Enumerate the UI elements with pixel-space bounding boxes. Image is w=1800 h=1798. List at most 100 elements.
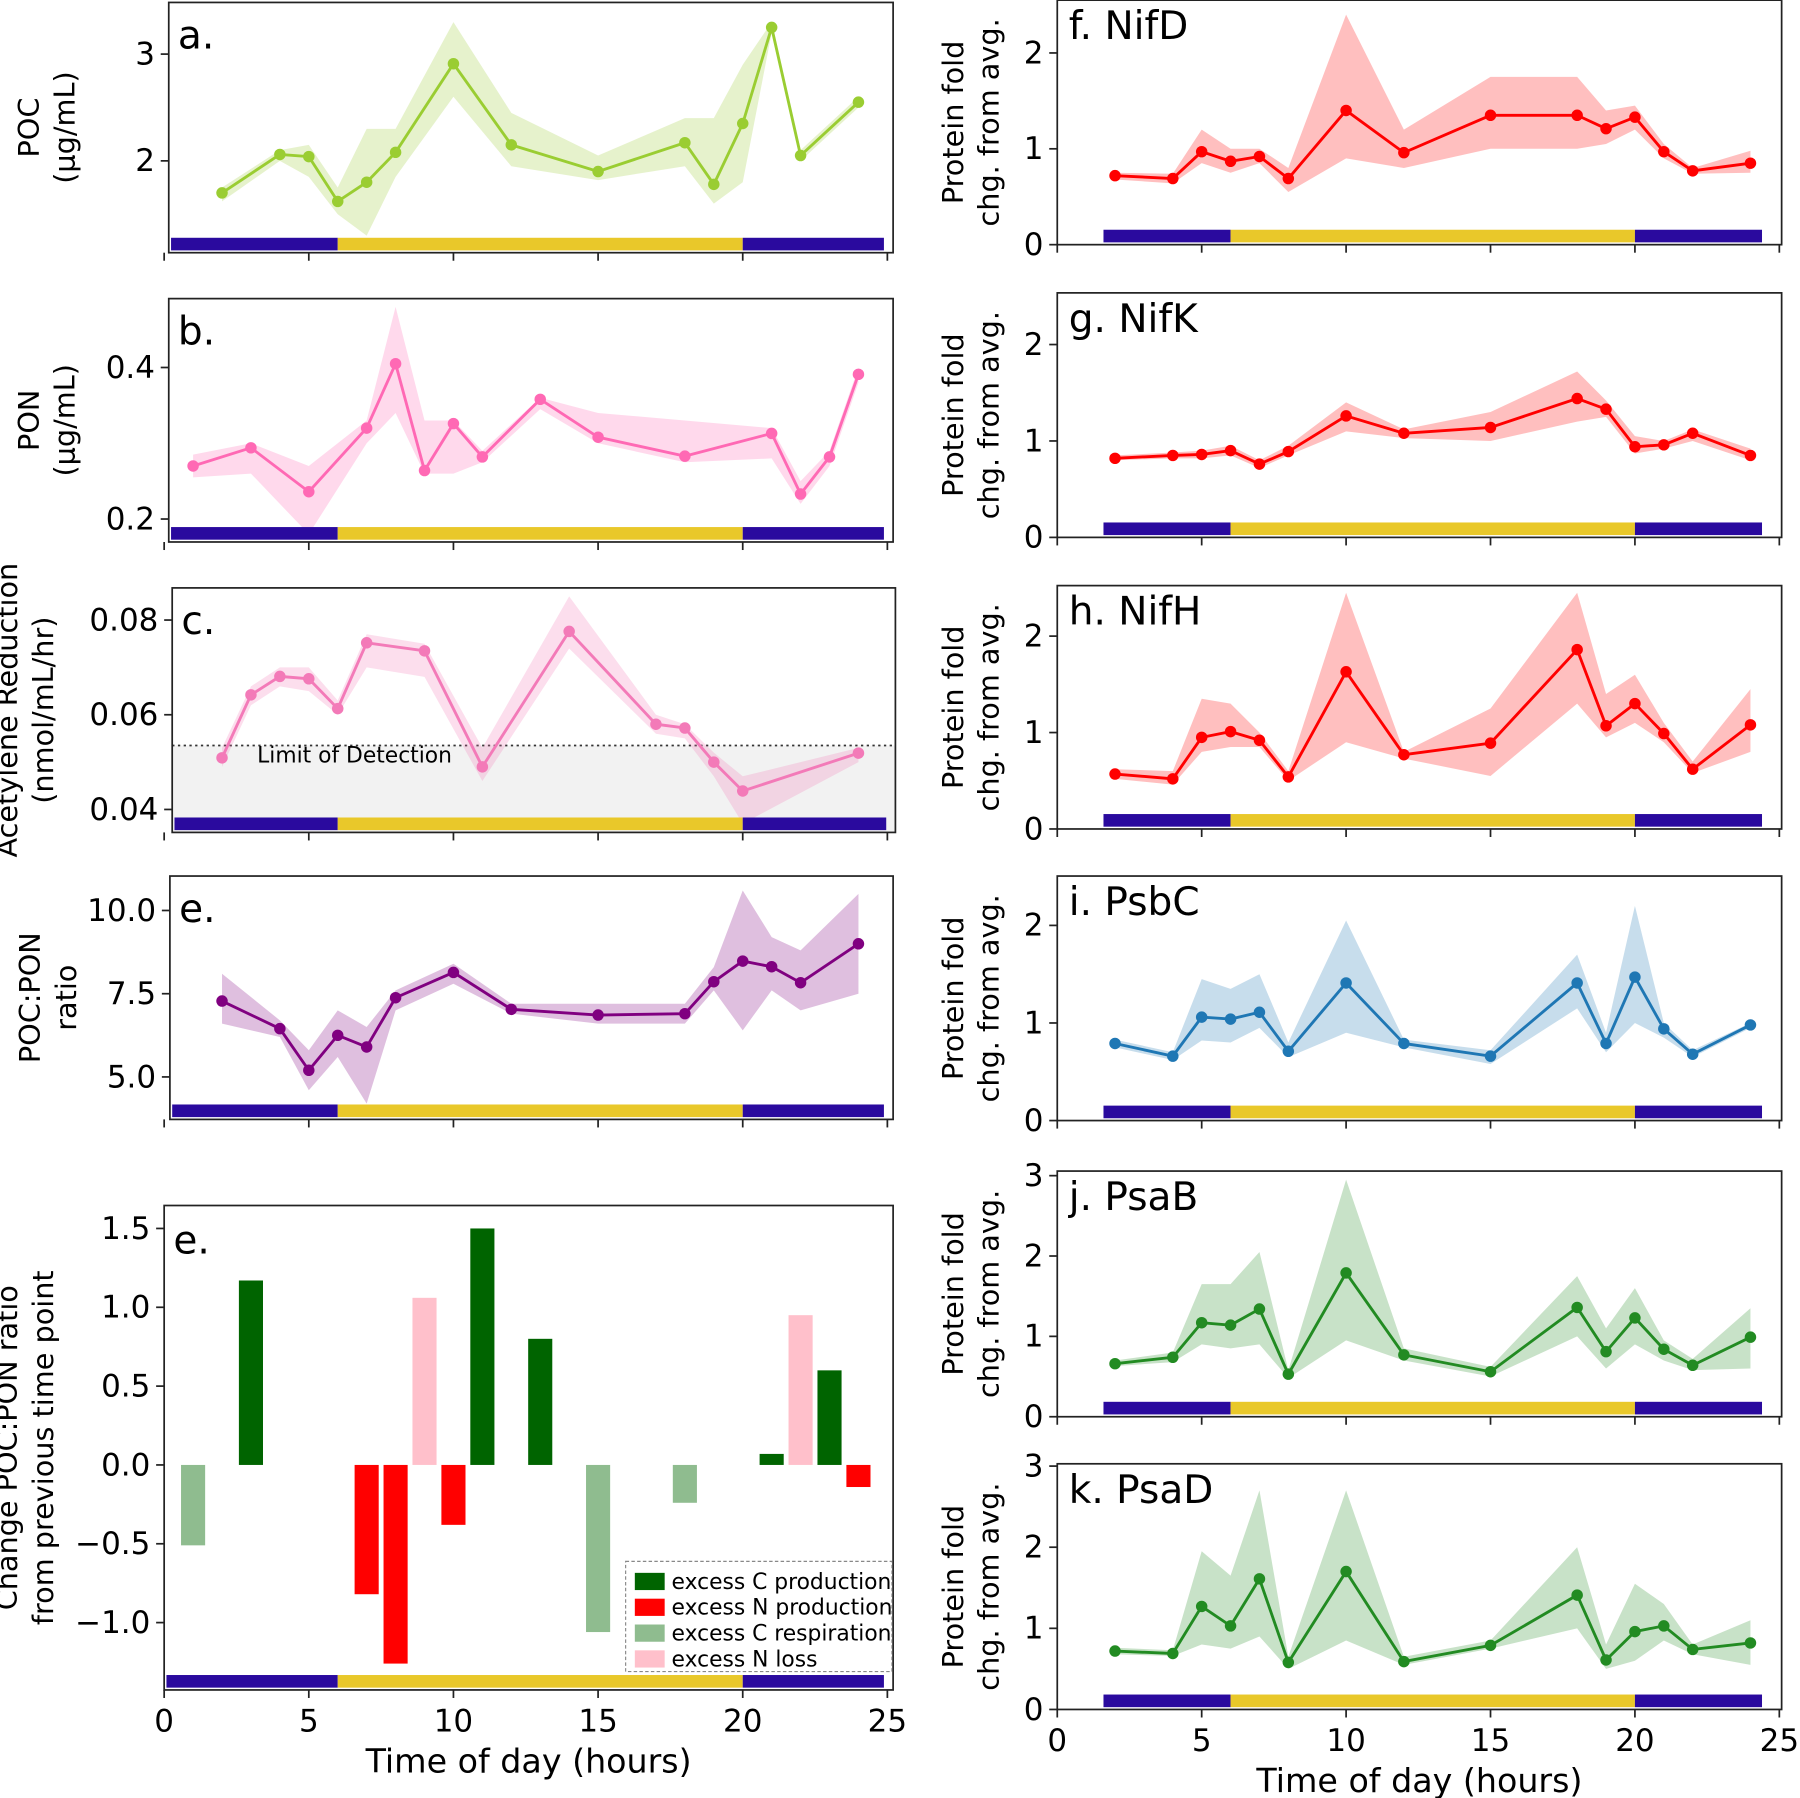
y-axis-label: Protein fold	[936, 333, 970, 497]
data-point	[1282, 445, 1295, 458]
bar-c_prod	[817, 1370, 842, 1465]
data-point	[1195, 1316, 1208, 1329]
data-point	[1224, 444, 1237, 457]
panel-b: 0.2 0.4 b. PON (µg/mL)	[12, 297, 894, 551]
y-axis-label: Protein fold	[936, 1212, 970, 1376]
y-tick-label: 0.0	[101, 1447, 150, 1483]
data-point	[1195, 1600, 1208, 1613]
y-axis-label: (µg/mL)	[48, 364, 82, 476]
data-point	[534, 393, 546, 406]
y-axis-label: chg. from avg.	[972, 18, 1006, 226]
y-tick-label: 0.4	[106, 350, 155, 386]
panel-label: i. PsbC	[1069, 880, 1200, 925]
bar-n_prod	[354, 1464, 379, 1595]
data-point	[1686, 1643, 1699, 1656]
confidence-band	[222, 596, 859, 824]
y-tick-label: 3	[1024, 1448, 1044, 1484]
bar-c_resp	[586, 1464, 611, 1633]
y-tick-label: 3	[135, 36, 155, 72]
y-axis-label: Protein fold	[936, 626, 970, 790]
panel-k: 0 5 10 15 20 25 0 1 2 3 Time of day (hours) k. PsaD…	[936, 1448, 1799, 1798]
light-period-night-bar	[742, 527, 884, 540]
panel-e: 5.0 7.5 10.0 e. POC:PON ratio	[13, 875, 894, 1128]
data-point	[1571, 109, 1583, 121]
data-point	[1658, 1343, 1670, 1355]
limit-of-detection-label: Limit of Detection	[257, 744, 452, 769]
data-point	[1340, 666, 1352, 678]
legend-label-c_resp: excess C respiration	[672, 1622, 892, 1647]
data-point	[765, 427, 778, 440]
data-point	[1600, 1654, 1612, 1666]
y-tick-label: 0.5	[101, 1368, 150, 1404]
data-point	[1571, 1589, 1583, 1601]
x-tick-label: 5	[299, 1703, 319, 1739]
data-point	[1600, 1345, 1612, 1358]
legend-swatch-n_loss	[634, 1650, 665, 1668]
data-point	[852, 368, 865, 381]
y-tick-label: −1.0	[75, 1605, 150, 1641]
x-axis-label: Time of day (hours)	[1255, 1761, 1582, 1798]
data-point	[592, 165, 604, 178]
bar-n_loss	[788, 1315, 813, 1465]
plot-frame	[167, 1, 894, 254]
light-period-day-bar	[337, 817, 743, 831]
data-point	[1398, 1655, 1410, 1668]
data-point	[1253, 150, 1266, 163]
data-point	[274, 148, 286, 161]
y-tick-label: 1	[1024, 131, 1044, 167]
data-point	[389, 146, 402, 159]
y-tick-label: 0.2	[106, 501, 155, 537]
light-period-night-bar	[166, 1675, 338, 1688]
data-point	[794, 149, 807, 162]
plot-frame	[171, 587, 897, 834]
data-point	[679, 722, 691, 734]
data-point	[331, 195, 344, 208]
data-point	[1253, 1573, 1266, 1585]
y-tick-label: 0.06	[89, 697, 158, 733]
data-point	[1398, 1349, 1410, 1361]
data-point	[1224, 1013, 1237, 1025]
bar-c_prod	[470, 1228, 495, 1465]
bar-n_loss	[412, 1297, 437, 1465]
y-tick-label: 1	[1024, 423, 1044, 459]
light-period-night-bar	[174, 817, 338, 831]
data-point	[679, 136, 691, 149]
panel-c: Limit of Detection 0.04 0.06 0.08 c. Acetylen…	[0, 563, 897, 858]
x-tick-label: 20	[723, 1703, 762, 1739]
data-point	[1224, 725, 1237, 738]
y-tick-label: 0	[1024, 227, 1044, 263]
data-point	[331, 702, 344, 715]
data-point	[679, 450, 691, 462]
light-period-night-bar	[1634, 1105, 1763, 1119]
data-point	[650, 718, 662, 730]
data-point	[823, 451, 836, 463]
x-tick-label: 10	[1326, 1723, 1365, 1759]
data-point	[1629, 1312, 1641, 1324]
data-point	[852, 96, 865, 108]
data-point	[1340, 1267, 1352, 1279]
data-point	[1340, 977, 1352, 989]
panel-f: 0 1 2 f. NifD Protein fold chg. from avg.	[936, 0, 1783, 263]
panel-i: 0 1 2 i. PsbC Protein fold chg. from avg.	[936, 875, 1783, 1139]
light-period-day-bar	[337, 1675, 743, 1688]
data-point	[1744, 157, 1757, 169]
light-period-day-bar	[1230, 229, 1635, 243]
data-point	[1109, 169, 1121, 182]
panel-bar-change: 0 5 10 15 20 25 −1.0 −0.5 0.0 0.5 1.0 1.5 Time of da…	[0, 1204, 907, 1781]
data-point	[389, 991, 402, 1004]
data-point	[1600, 720, 1612, 732]
legend-swatch-c_prod	[634, 1572, 665, 1591]
confidence-band	[1115, 905, 1751, 1064]
x-tick-label: 0	[154, 1703, 174, 1739]
data-point	[1109, 1645, 1121, 1657]
y-axis-label: PON	[12, 390, 46, 451]
data-point	[1484, 1639, 1497, 1652]
data-point	[1484, 737, 1497, 749]
plot-frame	[1056, 1462, 1783, 1711]
data-point	[765, 21, 778, 34]
data-point	[1224, 1620, 1237, 1632]
data-point	[476, 761, 489, 773]
y-tick-label: 5.0	[107, 1059, 156, 1095]
confidence-band	[222, 890, 859, 1104]
